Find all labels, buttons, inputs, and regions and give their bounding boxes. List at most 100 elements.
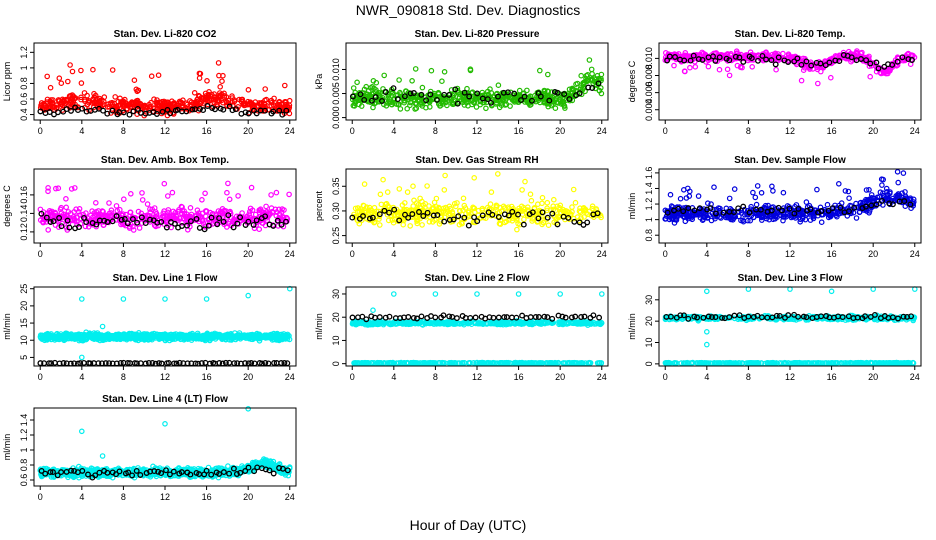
data-point-black <box>214 221 221 228</box>
data-point <box>196 75 203 81</box>
data-point <box>65 78 71 85</box>
data-point-black <box>201 226 208 233</box>
data-point <box>56 75 63 82</box>
data-point <box>879 182 885 188</box>
data-point-black <box>283 107 290 114</box>
data-point <box>202 223 208 230</box>
chart-title: Stan. Dev. Amb. Box Temp. <box>101 155 229 166</box>
data-point <box>552 105 559 112</box>
data-point <box>373 79 380 86</box>
data-point <box>69 95 75 101</box>
data-point-black <box>229 107 236 114</box>
data-point-black <box>100 107 107 114</box>
data-point <box>55 185 62 192</box>
data-point-black <box>242 222 249 228</box>
data-point-black <box>193 215 200 222</box>
data-point <box>371 204 378 211</box>
data-point <box>123 102 130 109</box>
y-tick-label: 0.008 <box>644 64 654 87</box>
data-point <box>76 206 83 212</box>
data-point-black <box>118 216 125 223</box>
data-point <box>233 213 240 220</box>
data-point <box>279 206 286 212</box>
data-point <box>441 187 448 193</box>
x-tick-label: 16 <box>514 249 524 259</box>
data-point-black <box>197 105 203 112</box>
x-tick-label: 12 <box>472 249 482 259</box>
y-tick-label: 15 <box>19 318 29 328</box>
data-point <box>63 196 69 202</box>
data-point <box>473 104 480 110</box>
data-point <box>539 194 546 201</box>
data-point-black <box>270 222 277 229</box>
data-point <box>758 190 765 196</box>
data-point <box>769 183 775 190</box>
data-point-black <box>129 216 136 223</box>
data-point <box>479 89 486 96</box>
data-point <box>422 204 428 211</box>
data-point <box>577 85 584 91</box>
data-point <box>224 189 230 196</box>
data-point <box>67 62 73 68</box>
data-point <box>68 186 75 192</box>
data-point-black <box>710 53 716 60</box>
data-point <box>589 71 595 77</box>
x-tick-label: 0 <box>38 372 43 382</box>
data-point <box>539 221 545 228</box>
data-point <box>360 202 367 209</box>
data-point-black <box>726 57 733 64</box>
data-point <box>276 98 283 105</box>
data-point <box>753 201 760 208</box>
data-point-black <box>772 61 779 68</box>
data-point <box>164 99 170 106</box>
x-tick-label: 0 <box>663 126 668 136</box>
x-tick-label: 4 <box>79 126 84 136</box>
data-point <box>139 190 145 196</box>
data-point <box>170 208 177 215</box>
data-point-black <box>899 54 906 61</box>
data-point-black <box>167 110 174 117</box>
chart-title: Stan. Dev. Li-820 CO2 <box>114 29 217 40</box>
data-point <box>71 215 77 222</box>
data-point-black <box>554 89 561 96</box>
data-point <box>733 50 740 57</box>
data-point <box>215 60 222 66</box>
data-point-black <box>488 99 494 106</box>
data-point <box>128 191 134 197</box>
data-point <box>412 100 419 107</box>
data-point-black <box>755 57 761 64</box>
data-point-black <box>836 58 843 65</box>
data-point <box>56 97 63 104</box>
data-point <box>80 211 87 218</box>
data-point-black <box>46 109 53 116</box>
data-point <box>202 90 209 97</box>
data-point <box>581 214 587 220</box>
data-point-black <box>279 111 286 118</box>
data-point-black <box>58 223 65 230</box>
data-point <box>104 104 111 110</box>
data-point <box>752 194 759 201</box>
data-point-black <box>732 53 739 60</box>
data-point-black <box>113 213 120 220</box>
data-point <box>69 68 76 75</box>
data-point <box>550 196 557 203</box>
data-point <box>684 57 691 64</box>
data-point-black <box>775 54 782 61</box>
data-point <box>410 183 416 190</box>
data-point <box>900 170 907 176</box>
data-point-black <box>283 218 289 225</box>
data-point <box>827 74 834 81</box>
data-point-black <box>905 56 912 63</box>
data-point <box>397 106 404 112</box>
data-point-black <box>79 105 86 112</box>
data-point <box>441 69 448 75</box>
data-point <box>591 75 598 82</box>
data-point-black <box>226 103 233 110</box>
data-point <box>410 203 417 209</box>
data-point-black <box>504 89 511 96</box>
data-point-black <box>528 97 535 104</box>
data-point <box>588 66 595 73</box>
data-point-black <box>466 93 473 100</box>
data-point-black <box>68 107 74 114</box>
data-point-black <box>245 218 252 225</box>
